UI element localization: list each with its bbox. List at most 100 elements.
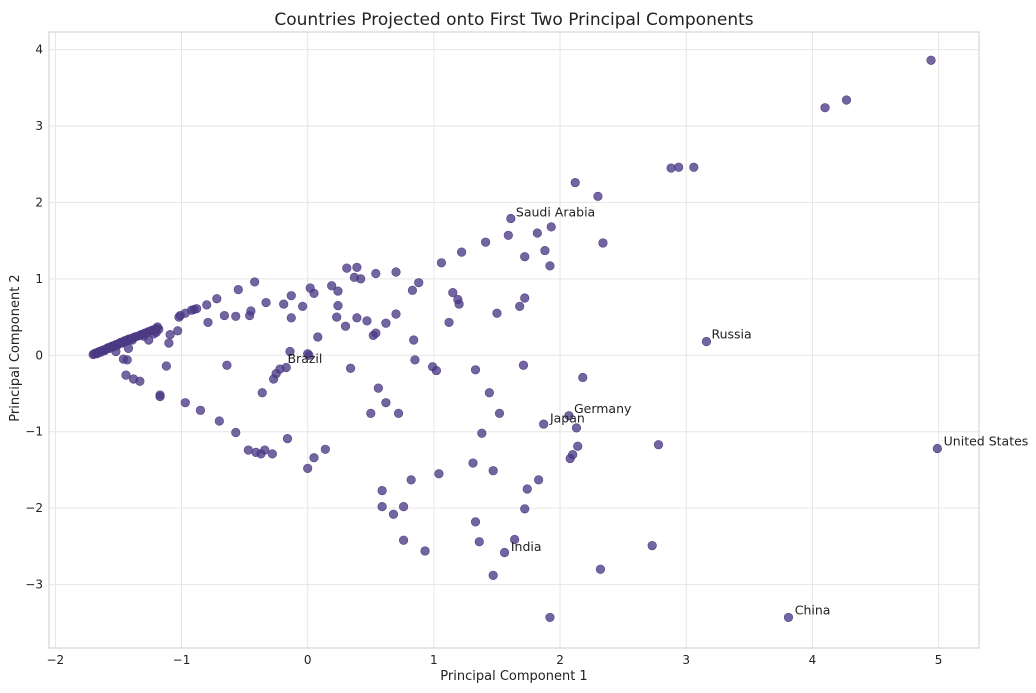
data-point <box>598 238 608 248</box>
data-point <box>303 463 313 473</box>
data-point <box>173 326 183 336</box>
data-point <box>540 245 550 256</box>
data-point <box>409 335 419 345</box>
data-point <box>214 416 224 426</box>
country-annotation: United States <box>944 434 1029 449</box>
data-point <box>139 331 149 341</box>
country-annotation: Germany <box>574 401 632 416</box>
data-point <box>783 612 794 623</box>
data-point <box>474 537 484 547</box>
data-point <box>381 398 391 408</box>
data-point <box>454 299 464 309</box>
data-point <box>195 405 206 415</box>
data-point <box>282 433 293 444</box>
data-point <box>488 570 498 580</box>
data-point <box>118 337 129 347</box>
data-point <box>932 443 942 454</box>
y-tick-label: −1 <box>25 425 43 439</box>
data-point <box>327 281 337 291</box>
data-point <box>398 502 409 512</box>
data-point <box>202 300 212 310</box>
data-point <box>539 419 549 429</box>
data-point <box>477 428 487 438</box>
data-point <box>279 299 289 309</box>
data-point <box>481 237 491 247</box>
data-point <box>260 445 270 455</box>
data-point <box>503 230 513 240</box>
data-point <box>340 321 351 331</box>
data-point <box>377 502 387 512</box>
data-point <box>165 330 175 340</box>
data-point <box>647 540 657 551</box>
data-point <box>510 534 520 545</box>
data-point <box>135 376 145 386</box>
data-points <box>88 55 942 623</box>
data-point <box>333 301 343 311</box>
plot-frame <box>48 31 980 649</box>
data-point <box>371 328 381 338</box>
data-point <box>285 346 295 357</box>
x-tick-label: 1 <box>430 653 438 667</box>
data-point <box>515 301 525 311</box>
data-point <box>457 247 467 257</box>
data-point <box>388 509 399 519</box>
x-tick-label: 2 <box>556 653 564 667</box>
country-annotation: Russia <box>711 327 751 342</box>
data-point <box>689 162 699 172</box>
data-point <box>345 363 356 373</box>
data-point <box>578 372 588 383</box>
data-point <box>267 449 277 459</box>
data-point <box>470 365 481 375</box>
data-point <box>520 504 530 514</box>
data-point <box>366 408 376 418</box>
data-point <box>155 391 165 402</box>
data-point <box>653 440 664 450</box>
data-point <box>420 546 430 556</box>
data-point <box>269 374 279 384</box>
data-point <box>313 332 323 342</box>
data-point <box>448 288 458 298</box>
data-point <box>674 162 684 172</box>
data-point <box>595 564 606 574</box>
data-point <box>545 261 555 271</box>
data-point <box>926 55 936 65</box>
data-point <box>470 517 481 527</box>
data-point <box>362 316 372 326</box>
data-point <box>222 360 232 370</box>
data-point <box>243 445 253 455</box>
data-point <box>286 291 296 301</box>
data-point <box>192 304 202 314</box>
x-axis-label: Principal Component 1 <box>440 669 587 684</box>
data-point <box>332 312 342 322</box>
data-point <box>570 177 580 188</box>
data-point <box>701 336 712 347</box>
country-annotation: Japan <box>549 411 585 426</box>
country-annotation: Brazil <box>287 351 322 366</box>
data-point <box>333 286 343 296</box>
x-tick-label: 0 <box>304 653 312 667</box>
data-point <box>161 361 171 371</box>
y-tick-label: 1 <box>35 272 43 286</box>
y-tick-label: 4 <box>35 43 43 57</box>
data-point <box>410 355 420 365</box>
data-point <box>250 277 260 287</box>
data-point <box>571 423 582 433</box>
x-tick-label: 5 <box>935 653 943 667</box>
data-point <box>180 398 190 408</box>
data-point <box>342 263 352 273</box>
data-point <box>520 252 530 262</box>
data-point <box>320 444 330 454</box>
data-point <box>298 301 308 311</box>
y-tick-label: 0 <box>35 348 43 362</box>
data-point <box>468 458 478 468</box>
chart-title: Countries Projected onto First Two Princ… <box>274 10 753 30</box>
data-point <box>219 310 230 321</box>
data-point <box>534 475 544 485</box>
country-annotation: Saudi Arabia <box>516 204 595 219</box>
data-point <box>304 350 314 360</box>
data-point <box>352 262 362 272</box>
data-point <box>381 318 391 328</box>
y-axis-label: Principal Component 2 <box>8 274 23 421</box>
data-point <box>407 285 418 295</box>
